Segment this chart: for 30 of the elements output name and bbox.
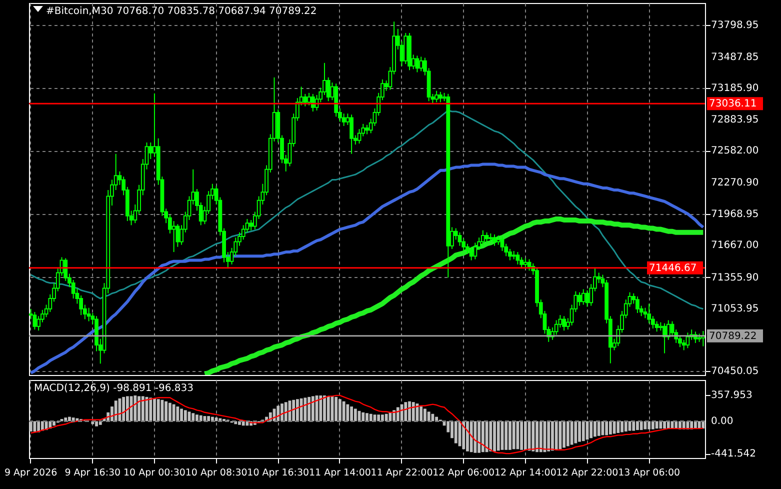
ref-line-label: 73036.11 xyxy=(709,98,757,110)
x-tick-label: 11 Apr 14:00 xyxy=(308,468,371,478)
x-tick-label: 10 Apr 08:30 xyxy=(185,468,248,478)
x-tick-label: 10 Apr 16:30 xyxy=(247,468,310,478)
x-tick-label: 10 Apr 00:30 xyxy=(124,468,186,478)
y-tick-label: 71667.00 xyxy=(711,240,759,252)
x-tick-label: 9 Apr 2026 xyxy=(4,468,58,478)
y-tick-label: 71053.95 xyxy=(711,303,759,314)
y-tick-label: 70450.05 xyxy=(711,366,759,377)
x-tick-label: 13 Apr 06:00 xyxy=(618,468,680,478)
x-tick-label: 9 Apr 16:30 xyxy=(64,468,121,478)
y-tick-label: 72270.90 xyxy=(711,178,759,189)
ref-line-label: 71446.67 xyxy=(649,262,697,274)
x-tick-label: 12 Apr 22:00 xyxy=(556,468,618,478)
ref-line-label: 70789.22 xyxy=(709,330,757,342)
chart-title: MACD(12,26,9) -98.891 -96.833 xyxy=(34,383,194,394)
y-tick-label: -441.542 xyxy=(711,448,756,460)
y-tick-label: 73798.95 xyxy=(711,20,759,31)
y-tick-label: 0.00 xyxy=(711,416,734,428)
y-tick-label: 71968.95 xyxy=(711,208,759,220)
y-tick-label: 72883.95 xyxy=(711,114,759,126)
y-tick-label: 357.953 xyxy=(711,390,752,401)
x-tick-label: 12 Apr 14:00 xyxy=(494,468,556,478)
y-tick-label: 71355.90 xyxy=(711,272,759,284)
y-tick-label: 73185.90 xyxy=(711,83,759,94)
chart-title: #Bitcoin,M30 70768.70 70835.78 70687.94 70789.22 xyxy=(46,6,317,17)
y-tick-label: 73487.85 xyxy=(711,52,759,63)
x-tick-label: 11 Apr 22:00 xyxy=(370,468,433,478)
y-tick-label: 72582.00 xyxy=(711,146,759,157)
x-tick-label: 12 Apr 06:00 xyxy=(432,468,495,478)
